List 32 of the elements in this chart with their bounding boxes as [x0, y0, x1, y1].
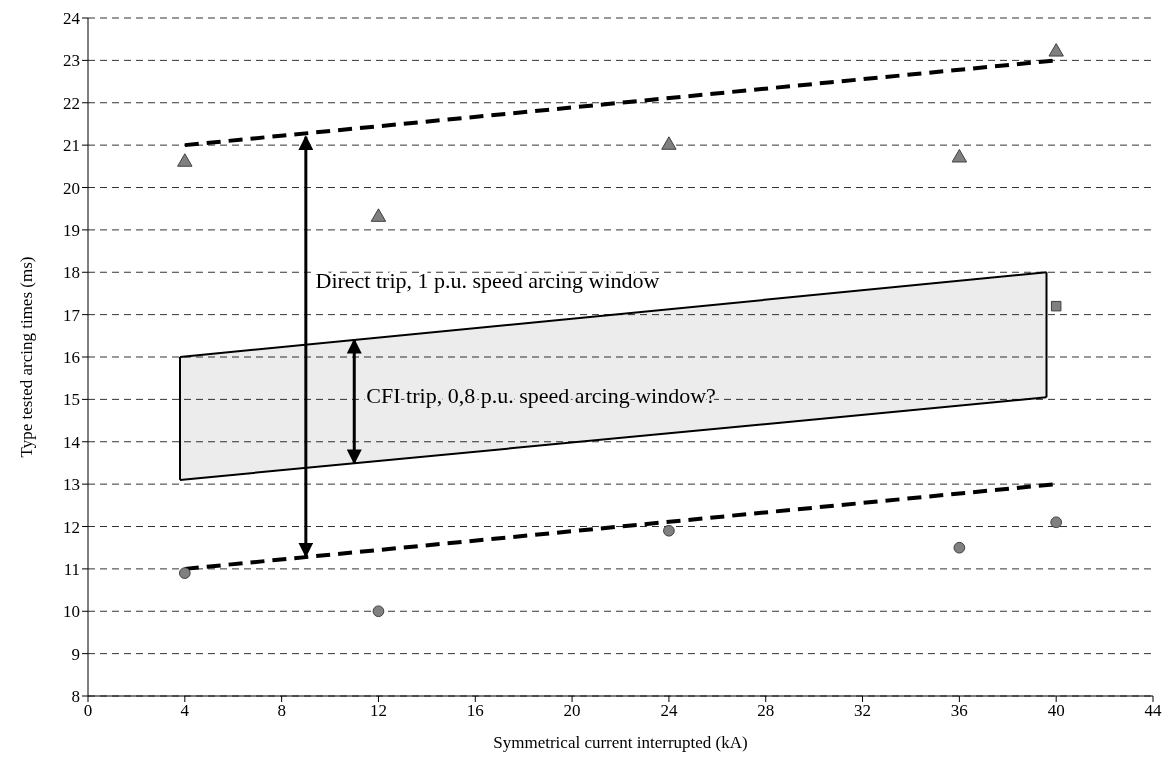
y-tick-label: 21 — [63, 136, 80, 156]
x-tick-label: 24 — [660, 701, 678, 721]
x-tick-label: 4 — [180, 701, 190, 721]
y-tick-label: 24 — [63, 9, 81, 29]
x-tick-label: 32 — [854, 701, 872, 721]
y-tick-label: 9 — [71, 644, 80, 664]
y-tick-label: 13 — [63, 475, 80, 495]
x-tick-label: 44 — [1144, 701, 1162, 721]
x-tick-label: 36 — [950, 701, 968, 721]
x-tick-label: 40 — [1047, 701, 1065, 721]
y-tick-label: 10 — [63, 602, 80, 622]
x-axis-title: Symmetrical current interrupted (kA) — [493, 733, 748, 752]
y-tick-label: 17 — [63, 305, 81, 325]
x-tick-label: 28 — [757, 701, 775, 721]
y-axis-title: Type tested arcing times (ms) — [17, 256, 37, 458]
y-tick-label: 14 — [63, 432, 81, 452]
x-tick-label: 20 — [563, 701, 581, 721]
x-tick-label: 16 — [466, 701, 484, 721]
y-tick-label: 16 — [63, 348, 80, 368]
y-tick-label: 22 — [63, 93, 80, 113]
x-tick-label: 8 — [277, 701, 286, 721]
y-tick-label: 18 — [63, 263, 80, 283]
x-tick-label: 12 — [369, 701, 387, 721]
y-tick-label: 12 — [63, 517, 80, 537]
y-tick-label: 15 — [63, 390, 80, 410]
y-tick-label: 20 — [63, 178, 80, 198]
y-tick-label: 11 — [63, 559, 80, 579]
x-tick-label: 0 — [83, 701, 93, 721]
y-tick-label: 19 — [63, 220, 80, 240]
y-tick-label: 8 — [71, 687, 80, 707]
y-tick-label: 23 — [63, 51, 80, 71]
annotation: Direct trip, 1 p.u. speed arcing window — [315, 268, 660, 294]
